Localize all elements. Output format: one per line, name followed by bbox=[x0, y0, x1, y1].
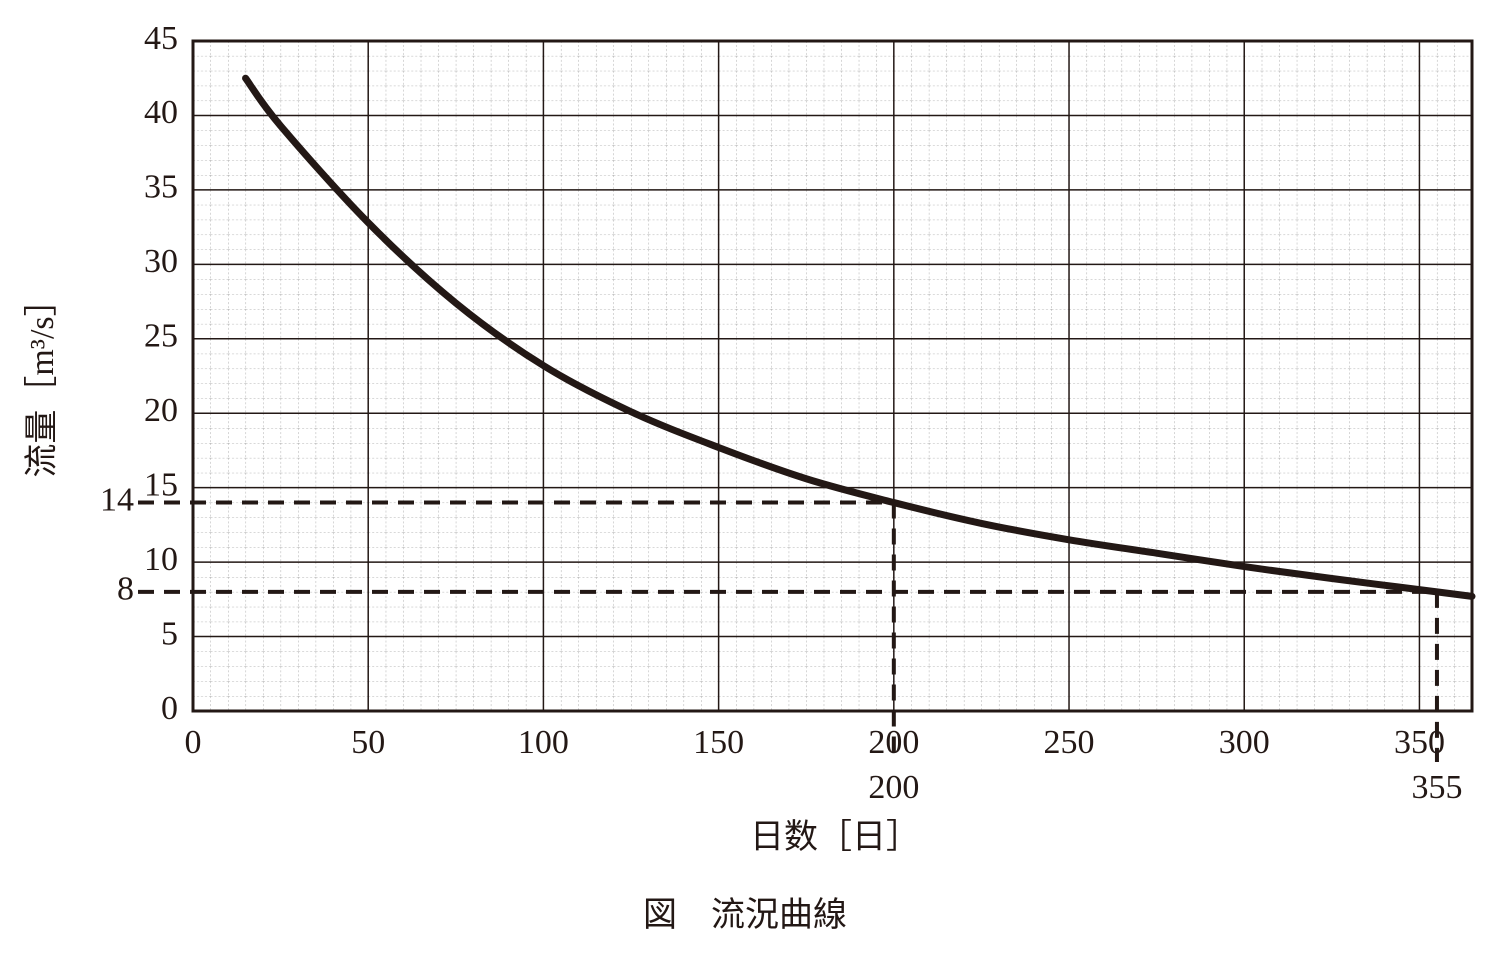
data-line bbox=[242, 74, 1476, 600]
reference-x-label: 200 bbox=[868, 769, 919, 806]
x-tick-label: 100 bbox=[518, 724, 569, 761]
x-axis-label: 日数［日］ bbox=[750, 818, 920, 856]
y-tick-label: 5 bbox=[161, 615, 178, 652]
x-tick-label: 150 bbox=[693, 724, 744, 761]
x-tick-label: 300 bbox=[1219, 724, 1270, 761]
y-tick-label: 15 bbox=[144, 466, 178, 503]
y-tick-label: 40 bbox=[144, 94, 178, 131]
reference-x-label: 355 bbox=[1411, 769, 1462, 806]
minor-grid bbox=[193, 41, 1472, 711]
y-tick-label: 25 bbox=[144, 318, 178, 355]
plot-frame bbox=[191, 39, 1474, 713]
y-tick-label: 0 bbox=[161, 690, 178, 727]
y-tick-label: 35 bbox=[144, 169, 178, 206]
x-tick-label: 250 bbox=[1044, 724, 1095, 761]
y-tick-label: 45 bbox=[144, 20, 178, 57]
x-tick-label: 0 bbox=[185, 724, 202, 761]
reference-y-label: 8 bbox=[117, 571, 134, 608]
y-tick-label: 30 bbox=[144, 243, 178, 280]
reference-y-label: 14 bbox=[100, 481, 134, 518]
y-tick-label: 20 bbox=[144, 392, 178, 429]
x-tick-label: 50 bbox=[351, 724, 385, 761]
y-tick-label: 10 bbox=[144, 541, 178, 578]
caption: 図 流況曲線 bbox=[643, 896, 847, 934]
y-axis-label: 流量［m³/s］ bbox=[23, 282, 61, 477]
